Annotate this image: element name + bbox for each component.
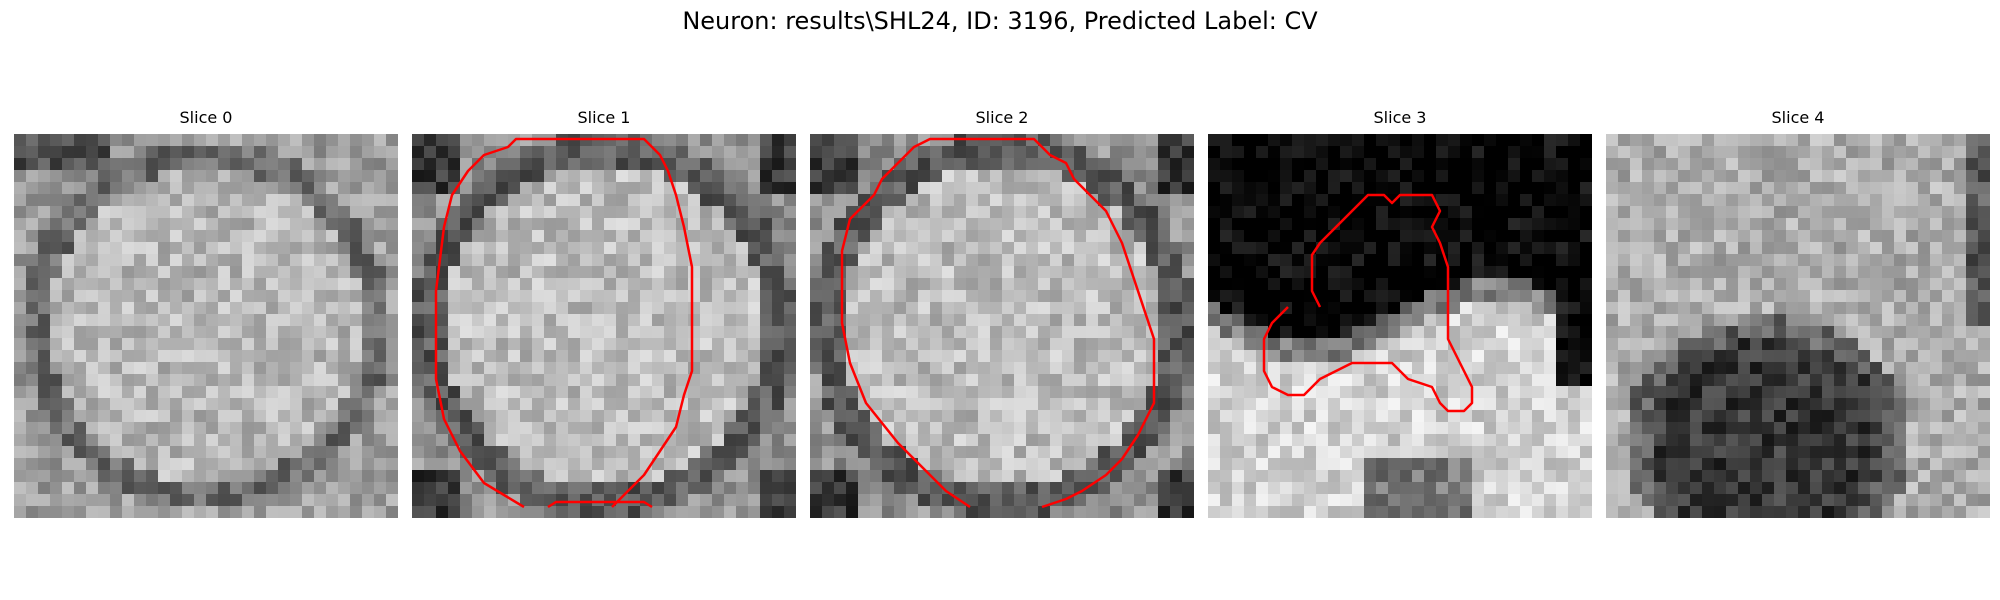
slice-panel-3: Slice 3 xyxy=(1208,108,1592,518)
slice-title-1: Slice 1 xyxy=(577,108,631,127)
slice-title-4: Slice 4 xyxy=(1771,108,1825,127)
segmentation-contour-1-b xyxy=(547,500,653,509)
slice-image-4 xyxy=(1606,134,1990,518)
slice-image-1 xyxy=(412,134,796,518)
segmentation-contour-3 xyxy=(1262,193,1474,413)
figure-title: Neuron: results\SHL24, ID: 3196, Predict… xyxy=(682,7,1318,35)
slice-image-2 xyxy=(810,134,1194,518)
segmentation-contour-2 xyxy=(840,137,1156,509)
slice-image-3 xyxy=(1208,134,1592,518)
slice-panel-1: Slice 1 xyxy=(412,108,796,518)
slice-panel-4: Slice 4 xyxy=(1606,108,1990,518)
slice-image-0 xyxy=(14,134,398,518)
slice-panel-2: Slice 2 xyxy=(810,108,1194,518)
slice-panel-0: Slice 0 xyxy=(14,108,398,518)
slice-title-3: Slice 3 xyxy=(1373,108,1427,127)
segmentation-contour-1 xyxy=(434,137,694,509)
slice-title-2: Slice 2 xyxy=(975,108,1029,127)
slice-title-0: Slice 0 xyxy=(179,108,233,127)
